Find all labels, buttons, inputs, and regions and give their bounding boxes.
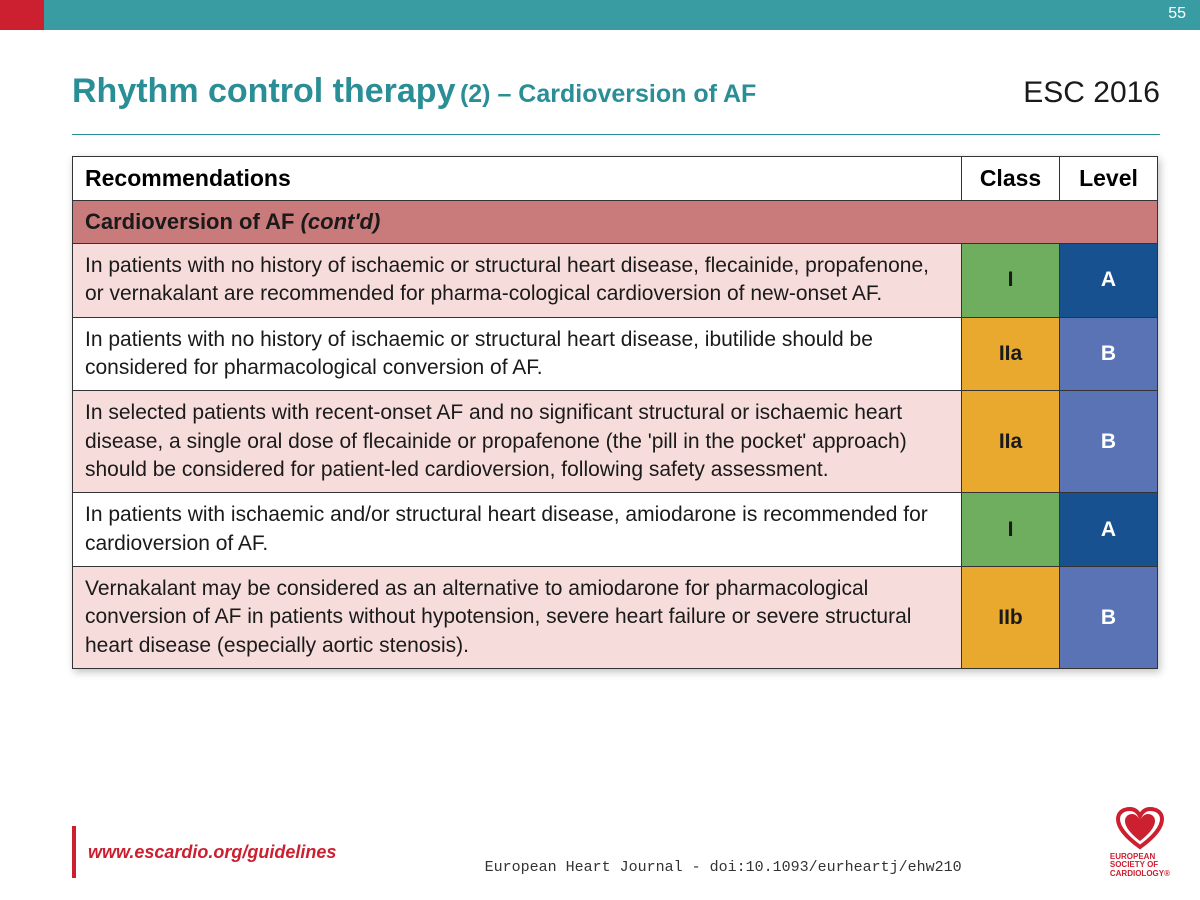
class-cell: IIa [962,317,1060,391]
class-cell: I [962,493,1060,567]
table-row: In selected patients with recent-onset A… [73,391,1158,493]
table-row: Vernakalant may be considered as an alte… [73,567,1158,669]
footer-url: www.escardio.org/guidelines [88,842,336,863]
table-header-row: Recommendations Class Level [73,157,1158,201]
class-cell: IIa [962,391,1060,493]
logo-text: EUROPEAN SOCIETY OF CARDIOLOGY® [1110,853,1170,878]
page-number: 55 [1168,5,1186,23]
footer-accent-bar [72,826,76,878]
table-row: In patients with no history of ischaemic… [73,244,1158,318]
recommendation-text: In selected patients with recent-onset A… [73,391,962,493]
header-rule [72,134,1160,135]
logo-line: CARDIOLOGY® [1110,870,1170,878]
title-main: Rhythm control therapy [72,72,455,110]
class-cell: IIb [962,567,1060,669]
recommendation-text: In patients with no history of ischaemic… [73,244,962,318]
slide-title: Rhythm control therapy (2) – Cardioversi… [72,72,756,111]
level-cell: B [1060,567,1158,669]
level-cell: A [1060,493,1158,567]
recommendation-text: In patients with no history of ischaemic… [73,317,962,391]
title-sub: (2) – Cardioversion of AF [460,80,756,108]
section-label: Cardioversion of AF (cont'd) [73,201,1158,244]
level-cell: B [1060,391,1158,493]
section-row: Cardioversion of AF (cont'd) [73,201,1158,244]
top-bar: 55 [0,0,1200,30]
recommendation-text: Vernakalant may be considered as an alte… [73,567,962,669]
col-header-level: Level [1060,157,1158,201]
esc-logo: EUROPEAN SOCIETY OF CARDIOLOGY® [1110,807,1170,878]
heart-icon [1116,807,1164,851]
slide-header: Rhythm control therapy (2) – Cardioversi… [72,72,1160,111]
footer-journal: European Heart Journal - doi:10.1093/eur… [336,859,1109,878]
section-title: Cardioversion of AF [85,209,294,234]
top-bar-accent [0,0,44,30]
level-cell: A [1060,244,1158,318]
recommendations-table: Recommendations Class Level Cardioversio… [72,156,1158,669]
table-row: In patients with ischaemic and/or struct… [73,493,1158,567]
recommendation-text: In patients with ischaemic and/or struct… [73,493,962,567]
footer-left: www.escardio.org/guidelines [72,826,336,878]
level-cell: B [1060,317,1158,391]
table-row: In patients with no history of ischaemic… [73,317,1158,391]
section-contd: (cont'd) [301,209,381,234]
class-cell: I [962,244,1060,318]
footer: www.escardio.org/guidelines European Hea… [72,807,1170,878]
esc-year: ESC 2016 [1023,76,1160,110]
col-header-class: Class [962,157,1060,201]
col-header-recommendations: Recommendations [73,157,962,201]
